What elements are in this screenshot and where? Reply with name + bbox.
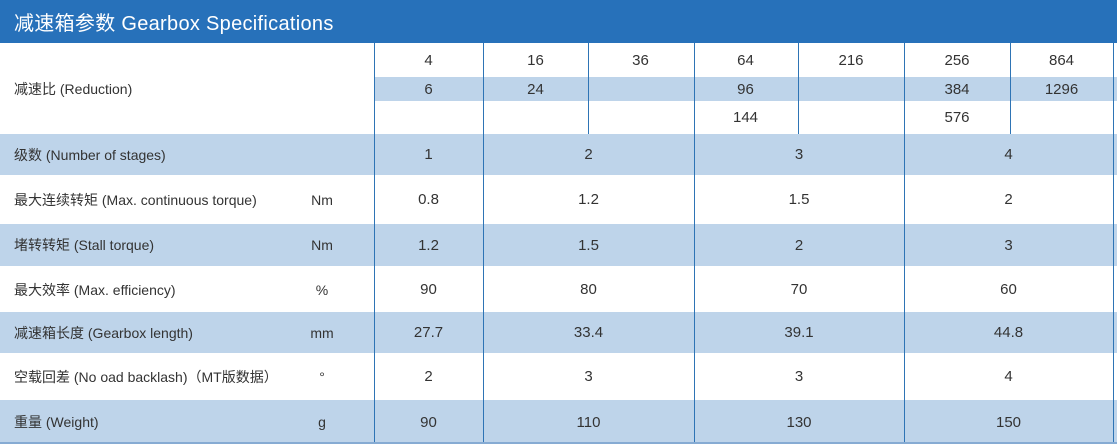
spec-value-cell: 1.5 [788, 191, 810, 208]
spec-value-cell: 2 [584, 146, 593, 163]
spec-value-cell: 90 [420, 413, 437, 431]
spec-value-cell: 33.4 [573, 324, 604, 341]
reduction-value-cell: 16 [527, 51, 544, 69]
reduction-value-cell [588, 77, 693, 101]
spec-value-cell: 3 [794, 146, 804, 163]
row-label: 减速箱长度 (Gearbox length) [14, 324, 193, 341]
grid-line-vertical [483, 43, 484, 444]
row-unit: ° [319, 368, 325, 385]
reduction-value-cell [374, 101, 483, 134]
reduction-subrow-2: 6 24 96 384 1296 [0, 77, 1117, 101]
grid-line-vertical-short [588, 43, 589, 134]
page-title: 减速箱参数 Gearbox Specifications [14, 13, 334, 35]
grid-line-vertical-short [1010, 43, 1011, 134]
reduction-value-cell [1010, 101, 1113, 134]
reduction-value-cell: 24 [527, 80, 544, 98]
row-label: 堵转转矩 (Stall torque) [14, 237, 155, 253]
grid-line-vertical [904, 43, 905, 444]
spec-value-cell: 150 [995, 413, 1022, 431]
table-row-max-continuous-torque: 最大连续转矩 (Max. continuous torque) Nm 0.8 1… [0, 178, 1117, 221]
grid-line-vertical [1113, 43, 1114, 444]
spec-value-cell: 39.1 [784, 324, 814, 341]
row-unit: g [318, 414, 326, 430]
reduction-value-cell: 576 [944, 109, 970, 126]
reduction-value-cell: 96 [737, 80, 754, 98]
row-unit: mm [310, 324, 334, 341]
reduction-value-cell [798, 77, 904, 101]
row-label: 最大连续转矩 (Max. continuous torque) [14, 191, 257, 208]
spec-value-cell: 27.7 [413, 324, 444, 341]
table-row-stall-torque: 堵转转矩 (Stall torque) Nm 1.2 1.5 2 3 [0, 224, 1117, 266]
spec-value-cell: 0.8 [418, 191, 439, 208]
row-label-reduction: 减速比 (Reduction) [14, 80, 133, 97]
spec-value-cell: 2 [424, 368, 433, 385]
spec-value-cell: 70 [790, 281, 808, 298]
reduction-subrow-3: 144 576 [0, 101, 1117, 134]
grid-line-vertical [374, 43, 375, 444]
spec-value-cell: 1.2 [418, 236, 439, 254]
table-row-weight: 重量 (Weight) g 90 110 130 150 [0, 400, 1117, 444]
spec-value-cell: 80 [580, 281, 597, 298]
spec-value-cell: 1.2 [578, 191, 599, 208]
table-bottom-edge [0, 442, 1117, 444]
reduction-subrow-1: 4 16 36 64 216 256 864 [0, 43, 1117, 77]
reduction-value-cell: 1296 [1044, 80, 1079, 98]
reduction-value-cell: 256 [944, 51, 970, 69]
row-unit: % [315, 281, 329, 298]
row-unit: Nm [311, 191, 333, 208]
spec-value-cell: 2 [1004, 191, 1013, 208]
grid-line-vertical [694, 43, 695, 444]
spec-value-cell: 4 [1004, 146, 1013, 163]
reduction-value-cell: 36 [632, 51, 649, 69]
spec-value-cell: 2 [794, 236, 804, 254]
reduction-value-cell: 144 [732, 109, 759, 126]
table-row-gearbox-length: 减速箱长度 (Gearbox length) mm 27.7 33.4 39.1… [0, 312, 1117, 353]
spec-value-cell: 3 [584, 368, 593, 385]
reduction-value-cell [588, 101, 693, 134]
row-unit [292, 134, 352, 175]
reduction-value-cell: 4 [424, 51, 433, 69]
section-header-bar: 减速箱参数 Gearbox Specifications [0, 0, 1117, 43]
spec-value-cell: 3 [1004, 236, 1013, 254]
spec-value-cell: 130 [786, 413, 812, 431]
reduction-value-cell [483, 101, 588, 134]
spec-value-cell: 1 [424, 146, 433, 163]
spec-value-cell: 4 [1004, 368, 1013, 385]
row-unit: Nm [311, 237, 333, 253]
reduction-value-cell [798, 101, 904, 134]
spec-value-cell: 3 [794, 368, 804, 385]
table-row-max-efficiency: 最大效率 (Max. efficiency) % 90 80 70 60 [0, 269, 1117, 310]
row-label: 空载回差 (No oad backlash)（MT版数据） [14, 368, 278, 385]
spec-value-cell: 90 [420, 281, 437, 298]
row-highlight-band [374, 77, 1117, 101]
spec-value-cell: 60 [1000, 281, 1017, 298]
reduction-value-cell: 384 [944, 80, 970, 98]
table-row-stages: 级数 (Number of stages) 1 2 3 4 [0, 134, 1117, 175]
spec-value-cell: 1.5 [578, 236, 599, 254]
reduction-value-cell: 864 [1048, 51, 1075, 69]
reduction-value-cell: 216 [838, 51, 864, 69]
grid-line-vertical-short [798, 43, 799, 134]
row-label: 级数 (Number of stages) [14, 146, 166, 163]
row-label: 重量 (Weight) [14, 414, 99, 430]
table-row-no-load-backlash: 空载回差 (No oad backlash)（MT版数据） ° 2 3 3 4 [0, 356, 1117, 397]
reduction-value-cell: 64 [737, 51, 754, 69]
reduction-value-cell: 6 [424, 80, 433, 98]
spec-value-cell: 44.8 [993, 324, 1024, 341]
spec-value-cell: 110 [576, 413, 601, 431]
row-label: 最大效率 (Max. efficiency) [14, 281, 176, 298]
